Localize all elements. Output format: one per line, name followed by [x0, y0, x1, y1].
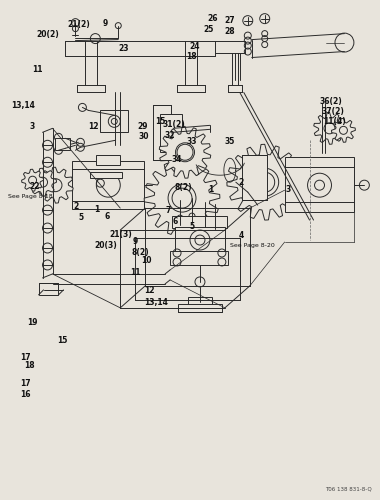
Circle shape [176, 143, 195, 162]
Text: 22: 22 [29, 182, 40, 190]
Bar [38, 283, 59, 295]
Bar [160, 114, 182, 152]
Bar [175, 227, 225, 252]
Circle shape [49, 178, 62, 192]
Text: 18: 18 [24, 361, 35, 370]
Polygon shape [331, 118, 355, 142]
Text: 3: 3 [285, 184, 291, 194]
Bar [97, 156, 120, 165]
Bar [242, 156, 267, 200]
Circle shape [339, 126, 347, 134]
Text: 34: 34 [172, 155, 182, 164]
Text: 15: 15 [155, 117, 166, 126]
Text: See Page 8-20: See Page 8-20 [230, 242, 274, 248]
Text: 20(2): 20(2) [36, 30, 59, 39]
Text: 26: 26 [207, 14, 217, 22]
Bar [285, 158, 355, 212]
Text: 13,14: 13,14 [11, 101, 35, 110]
Text: 17: 17 [21, 352, 31, 362]
Text: 18: 18 [186, 52, 197, 61]
Text: 10: 10 [141, 256, 151, 266]
Text: See Page 8-18: See Page 8-18 [8, 194, 53, 198]
Circle shape [251, 168, 279, 196]
Text: 5: 5 [78, 213, 84, 222]
Text: 2: 2 [239, 178, 244, 187]
Text: 6: 6 [105, 212, 110, 220]
Bar [100, 110, 128, 132]
Bar [188, 297, 212, 305]
Text: 16: 16 [21, 390, 31, 399]
Text: 8(2): 8(2) [131, 248, 149, 257]
Text: 33: 33 [187, 137, 198, 146]
Bar [172, 216, 227, 228]
Text: 5: 5 [189, 222, 194, 230]
Text: 13,14: 13,14 [144, 298, 168, 307]
Circle shape [168, 184, 196, 212]
Text: 15: 15 [57, 336, 67, 345]
Text: 31(2): 31(2) [163, 120, 185, 129]
Text: 4: 4 [239, 230, 244, 239]
Text: T06 138 831-8-Q: T06 138 831-8-Q [325, 486, 371, 492]
Text: 7: 7 [165, 206, 171, 214]
Text: 36(2): 36(2) [320, 97, 342, 106]
Text: 28: 28 [224, 27, 235, 36]
Bar [90, 172, 122, 178]
Text: 32: 32 [164, 131, 175, 140]
Text: 25: 25 [203, 25, 214, 34]
Bar [153, 106, 171, 160]
Bar [170, 251, 228, 265]
Bar [73, 161, 144, 209]
Bar [178, 304, 222, 312]
Polygon shape [38, 167, 73, 203]
Circle shape [335, 33, 354, 52]
Text: 6: 6 [173, 216, 178, 226]
Polygon shape [227, 144, 302, 220]
Circle shape [28, 176, 36, 184]
Polygon shape [144, 160, 220, 236]
Circle shape [38, 177, 48, 187]
Text: 9: 9 [102, 18, 108, 28]
Text: 24: 24 [189, 42, 200, 51]
Text: 35: 35 [225, 137, 235, 146]
Text: 21(3): 21(3) [110, 230, 133, 238]
Polygon shape [314, 112, 345, 144]
Text: 19: 19 [27, 318, 38, 327]
Text: 29: 29 [138, 122, 148, 131]
Text: 20(3): 20(3) [95, 240, 117, 250]
Text: 37(2): 37(2) [322, 107, 345, 116]
Text: 1: 1 [208, 184, 214, 194]
Text: 23: 23 [118, 44, 128, 52]
Circle shape [90, 34, 100, 43]
Polygon shape [159, 126, 211, 178]
Text: 3: 3 [29, 122, 34, 131]
Text: 9: 9 [133, 236, 138, 246]
Circle shape [324, 123, 335, 134]
Text: 17: 17 [21, 379, 31, 388]
Text: 12: 12 [144, 286, 154, 296]
Text: 27: 27 [225, 16, 236, 25]
Text: 11(4): 11(4) [323, 117, 346, 126]
Bar [55, 138, 70, 150]
Text: 12: 12 [88, 122, 98, 131]
Text: 11: 11 [130, 268, 141, 277]
Polygon shape [28, 168, 57, 196]
Text: 11: 11 [32, 65, 42, 74]
Polygon shape [22, 169, 44, 191]
Text: 21(2): 21(2) [67, 20, 90, 29]
Text: 1: 1 [95, 204, 100, 214]
Text: 8(2): 8(2) [175, 183, 193, 192]
Text: 2: 2 [73, 202, 79, 210]
Text: 30: 30 [139, 132, 149, 141]
